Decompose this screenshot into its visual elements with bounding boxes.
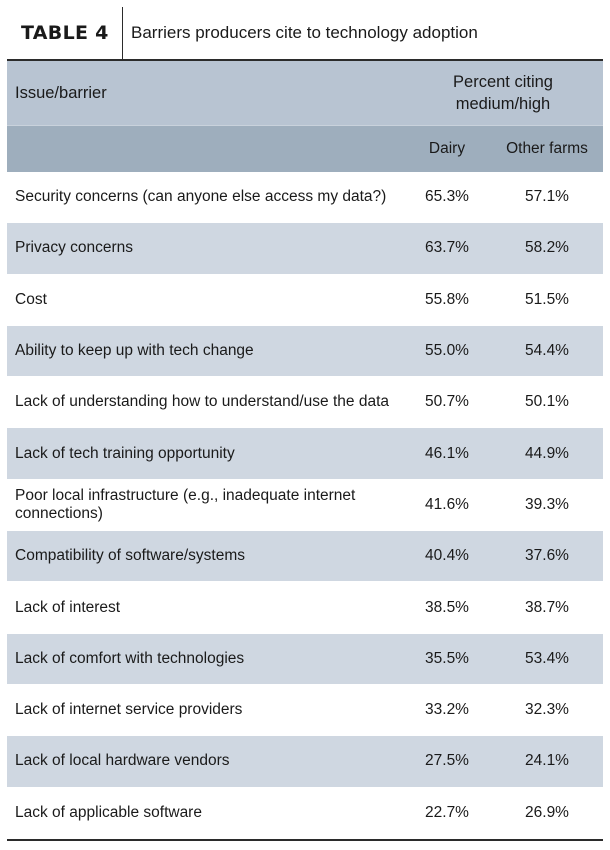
dairy-cell: 38.5% [425, 598, 469, 616]
other-farms-cell: 50.1% [525, 393, 569, 411]
issue-cell: Lack of applicable software [15, 803, 202, 821]
column-group-line1: Percent citing [453, 73, 553, 91]
table-row: Lack of applicable software 22.7% 26.9% [7, 787, 603, 839]
table-row: Lack of understanding how to understand/… [7, 377, 603, 429]
column-header-issue: Issue/barrier [15, 83, 107, 102]
dairy-cell: 35.5% [425, 649, 469, 667]
issue-cell: Lack of local hardware vendors [15, 752, 230, 770]
column-group-line2: medium/high [455, 95, 551, 113]
table-row: Cost 55.8% 51.5% [7, 274, 603, 326]
table-row: Lack of tech training opportunity 46.1% 44… [7, 428, 603, 480]
table-row: Compatibility of software/systems 40.4% 37… [7, 531, 603, 583]
other-farms-cell: 53.4% [525, 649, 569, 667]
other-farms-cell: 57.1% [525, 188, 569, 206]
other-farms-cell: 39.3% [525, 495, 569, 513]
dairy-cell: 55.0% [425, 342, 469, 360]
other-farms-cell: 38.7% [525, 598, 569, 616]
issue-cell: Lack of understanding how to understand/… [15, 393, 389, 411]
other-farms-cell: 54.4% [525, 342, 569, 360]
other-farms-cell: 51.5% [525, 290, 569, 308]
dairy-cell: 33.2% [425, 701, 469, 719]
dairy-cell: 55.8% [425, 290, 469, 308]
issue-cell: Lack of comfort with technologies [15, 649, 245, 667]
issue-cell: Cost [15, 290, 47, 308]
column-header-other: Other farms [506, 140, 588, 157]
issue-cell: Lack of tech training opportunity [15, 444, 235, 462]
dairy-cell: 50.7% [425, 393, 469, 411]
table-title: Barriers producers cite to technology ad… [131, 23, 478, 42]
other-farms-cell: 24.1% [525, 752, 569, 770]
dairy-cell: 22.7% [425, 803, 469, 821]
dairy-cell: 63.7% [425, 239, 469, 257]
issue-cell: Security concerns (can anyone else acces… [15, 188, 387, 206]
other-farms-cell: 58.2% [525, 239, 569, 257]
issue-cell: Ability to keep up with tech change [15, 342, 254, 360]
table-row: Security concerns (can anyone else acces… [7, 172, 603, 224]
table-row: Poor local infrastructure (e.g., inadequ… [7, 479, 603, 532]
table-container: TABLE 4 Barriers producers cite to techn… [7, 7, 603, 841]
table-subheader-row: Dairy Other farms [7, 126, 603, 172]
table-row: Lack of internet service providers 33.2% 3… [7, 684, 603, 737]
issue-cell: Privacy concerns [15, 239, 134, 257]
table-row: Ability to keep up with tech change 55.0%… [7, 325, 603, 378]
table-header-row: Issue/barrier Percent citing medium/high [7, 61, 603, 126]
table-label: TABLE 4 [7, 7, 123, 59]
dairy-cell: 27.5% [425, 752, 469, 770]
other-farms-cell: 32.3% [525, 701, 569, 719]
table-title-bar: TABLE 4 Barriers producers cite to techn… [7, 7, 603, 61]
dairy-cell: 41.6% [425, 495, 469, 513]
issue-cell: Compatibility of software/systems [15, 547, 245, 565]
other-farms-cell: 37.6% [525, 547, 569, 565]
other-farms-cell: 44.9% [525, 444, 569, 462]
column-header-dairy: Dairy [428, 140, 466, 157]
table-row: Lack of interest 38.5% 38.7% [7, 582, 603, 634]
column-group-header: Percent citing medium/high [403, 61, 603, 125]
issue-cell: Poor local infrastructure (e.g., inadequ… [15, 486, 356, 522]
table-row: Privacy concerns 63.7% 58.2% [7, 223, 603, 275]
table-row: Lack of comfort with technologies 35.5% 53… [7, 633, 603, 685]
table-row: Lack of local hardware vendors 27.5% 24.1% [7, 736, 603, 788]
dairy-cell: 46.1% [425, 444, 469, 462]
other-farms-cell: 26.9% [525, 803, 569, 821]
bottom-rule [7, 838, 603, 841]
dairy-cell: 40.4% [425, 547, 469, 565]
table-body: Security concerns (can anyone else acces… [7, 172, 603, 839]
dairy-cell: 65.3% [425, 188, 469, 206]
issue-cell: Lack of interest [15, 598, 121, 616]
issue-cell: Lack of internet service providers [15, 701, 243, 719]
